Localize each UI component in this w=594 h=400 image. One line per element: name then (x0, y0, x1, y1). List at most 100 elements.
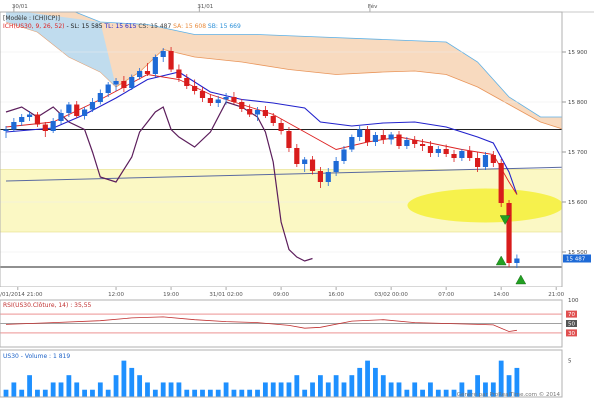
volume-bar (420, 389, 425, 397)
volume-bar (451, 389, 457, 397)
legend-item: SA: 15 608 (171, 23, 206, 30)
time-label: 16:00 (328, 292, 344, 298)
candle-body (498, 163, 504, 203)
candle-body (160, 51, 166, 57)
candle-body (514, 258, 520, 263)
candle-body (309, 159, 316, 171)
candle-body (333, 161, 339, 172)
volume-bar (121, 360, 127, 397)
volume-bar (514, 367, 520, 397)
volume-bar (325, 382, 331, 397)
volume-bar (357, 367, 363, 397)
time-label: 07:00 (438, 292, 454, 298)
volume-bar (467, 389, 473, 397)
candle-body (223, 97, 229, 100)
candle-body (286, 131, 292, 148)
top-date-label: Fév (368, 3, 378, 10)
rsi-tick-label: 100 (568, 298, 579, 304)
candle-body (144, 71, 151, 74)
senkou-a-line (5, 21, 562, 130)
volume-bar (152, 389, 158, 397)
candle-body (506, 203, 512, 263)
candle-body (192, 86, 198, 91)
price-tick-label: 15 800 (568, 100, 588, 106)
volume-bar (27, 375, 32, 397)
candle-body (113, 81, 119, 85)
candle-body (231, 97, 237, 102)
candle-body (89, 102, 96, 110)
candle-body (129, 77, 135, 88)
volume-bar (113, 375, 119, 397)
volume-bar (255, 389, 260, 397)
chikou-span-line (5, 101, 313, 262)
candle-body (239, 102, 245, 109)
rsi-legend: RSI(US30.Clôture, 14) : 35,55 (3, 302, 92, 309)
time-label: 14:00 (493, 292, 509, 298)
signal-arrow-down (499, 215, 511, 225)
signal-arrow-up (495, 255, 507, 266)
volume-bar (341, 382, 347, 397)
volume-legend: US30 - Volume : 1 819 (3, 353, 70, 360)
rsi-line (5, 316, 517, 332)
candle-body (152, 57, 158, 74)
candle-body (11, 122, 17, 130)
highlight-ellipse (407, 188, 562, 223)
legend-item: CS: 15 487 (136, 23, 171, 30)
candle-body (388, 134, 394, 140)
candle-body (26, 114, 33, 117)
candle-body (419, 144, 426, 146)
volume-bar (74, 382, 80, 397)
candle-body (357, 129, 363, 137)
volume-bar (176, 382, 182, 397)
candle-body (58, 113, 64, 121)
top-date-axis: 30/01 31/01 Fév (0, 0, 594, 13)
candle-body (325, 172, 331, 182)
volume-bar (302, 389, 308, 397)
candle-body (435, 149, 441, 153)
candle-body (341, 149, 347, 161)
price-tick-label: 15 600 (568, 200, 588, 206)
rsi-tick-label: 50 (568, 322, 575, 328)
volume-bar (278, 382, 284, 397)
volume-tick-label: 5 (568, 359, 572, 365)
volume-bar (129, 367, 135, 397)
legend-item: - SL: 15 585 (65, 23, 103, 30)
current-price-label: 15 487 (566, 257, 586, 263)
candle-body (396, 134, 402, 146)
volume-bar (42, 389, 48, 397)
volume-bar (239, 389, 245, 397)
legend-item: TL: 15 615 (103, 23, 137, 30)
candle-body (412, 140, 418, 144)
legend-item: ICH(US30, 9, 26, 52) (3, 23, 65, 30)
current-price-badge (563, 254, 591, 263)
model-label: [Modèle : ICH(ICP)] (3, 15, 60, 22)
candle-body (364, 129, 371, 142)
price-tick-label: 15 700 (568, 150, 588, 156)
volume-bar (262, 382, 268, 397)
rsi-tick-badge (566, 320, 577, 327)
time-axis: 29/01/2014 21:00 12:00 19:00 31/01 02:00 09:… (0, 287, 594, 299)
candle-body (3, 129, 9, 131)
volume-bar (58, 382, 64, 397)
signal-arrow-up (515, 274, 527, 285)
volume-bar (443, 389, 449, 397)
candle-body (74, 104, 80, 116)
volume-bar (506, 375, 512, 397)
volume-bar (137, 375, 143, 397)
volume-bar (396, 382, 402, 397)
rsi-tick-badge (566, 329, 577, 337)
time-label: 29/01/2014 21:00 (0, 292, 43, 298)
candle-body (270, 116, 276, 123)
candle-body (176, 69, 182, 78)
candle-body (50, 121, 56, 131)
candle-body (105, 84, 111, 93)
volume-bar (215, 389, 221, 397)
top-date-label: 30/01 (12, 4, 28, 10)
candle-body (262, 110, 268, 116)
volume-bar (498, 360, 504, 397)
candle-body (475, 158, 481, 167)
candle-body (121, 81, 127, 88)
volume-bar (483, 382, 488, 397)
top-date-label: 31/01 (197, 4, 213, 10)
volume-bar (105, 389, 111, 397)
